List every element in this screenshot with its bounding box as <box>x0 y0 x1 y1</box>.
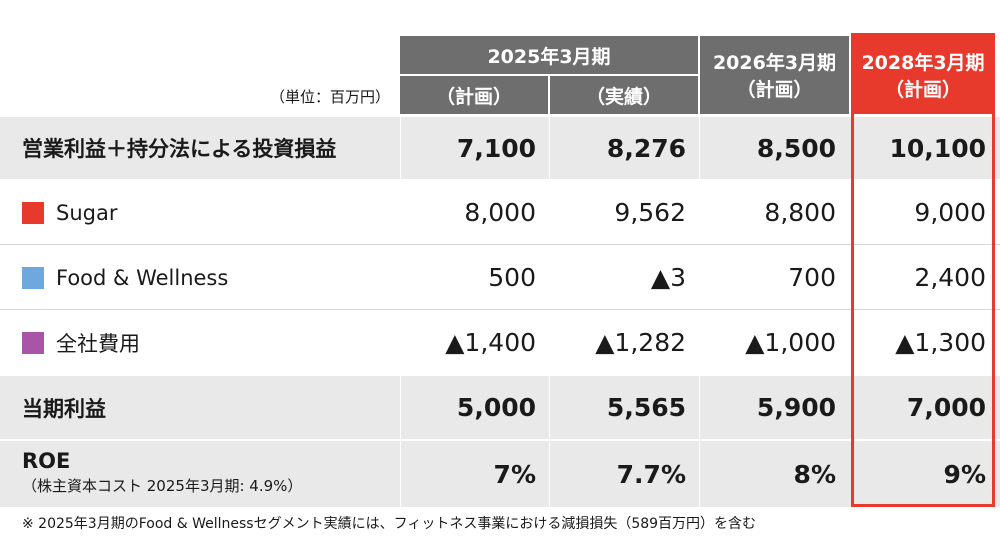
header-fy2028: 2028年3月期 （計画） <box>851 36 995 114</box>
table-row-sugar: Sugar 8,000 9,562 8,800 9,000 <box>0 181 1000 245</box>
cell-fy2026-plan: 8% <box>793 459 836 489</box>
cell-fy2025-plan: 8,000 <box>464 198 536 227</box>
cell-fy2026-plan: 8,800 <box>764 198 836 227</box>
cell-fy2025-plan: 7% <box>493 459 536 489</box>
table-row-operating-profit: 営業利益＋持分法による投資損益 7,100 8,276 8,500 10,100 <box>0 117 1000 179</box>
cell-fy2028-plan: 9% <box>943 459 986 489</box>
cost-of-equity-note: （株主資本コスト 2025年3月期: 4.9%） <box>22 477 303 495</box>
cell-fy2025-actual: ▲1,282 <box>595 328 686 357</box>
cell-fy2028-plan: 9,000 <box>914 198 986 227</box>
cell-fy2025-plan: ▲1,400 <box>445 328 536 357</box>
cell-fy2025-actual: 5,565 <box>606 393 686 422</box>
row-label: ROE <box>22 449 71 473</box>
cell-fy2026-plan: 8,500 <box>756 133 836 163</box>
cell-fy2028-plan: ▲1,300 <box>895 328 986 357</box>
cell-fy2028-plan: 7,000 <box>906 393 986 422</box>
row-label: 営業利益＋持分法による投資損益 <box>22 137 337 161</box>
sugar-color-swatch <box>22 201 44 224</box>
cell-fy2025-plan: 7,100 <box>456 133 536 163</box>
footnote: ※ 2025年3月期のFood & Wellnessセグメント実績には、フィット… <box>22 516 757 532</box>
row-label: Food & Wellness <box>56 265 229 290</box>
row-label: 当期利益 <box>22 396 106 421</box>
cell-fy2026-plan: 5,900 <box>756 393 836 422</box>
row-label: Sugar <box>56 200 118 225</box>
table-row-corporate-expenses: 全社費用 ▲1,400 ▲1,282 ▲1,000 ▲1,300 <box>0 311 1000 374</box>
corporate-expenses-color-swatch <box>22 331 44 354</box>
unit-label: （単位：百万円） <box>269 88 390 106</box>
table-row-roe: ROE （株主資本コスト 2025年3月期: 4.9%） 7% 7.7% 8% … <box>0 441 1000 507</box>
header-fy2026: 2026年3月期 （計画） <box>700 36 849 114</box>
cell-fy2025-plan: 5,000 <box>456 393 536 422</box>
cell-fy2025-actual: 9,562 <box>614 198 686 227</box>
cell-fy2025-actual: ▲3 <box>650 263 686 292</box>
row-label: 全社費用 <box>56 331 140 356</box>
food-wellness-color-swatch <box>22 266 44 289</box>
header-fy2025-plan: （計画） <box>400 76 548 114</box>
cell-fy2028-plan: 2,400 <box>914 263 986 292</box>
cell-fy2025-actual: 8,276 <box>606 133 686 163</box>
cell-fy2026-plan: 700 <box>788 263 836 292</box>
header-fy2025-actual: （実績） <box>550 76 698 114</box>
cell-fy2028-plan: 10,100 <box>889 133 986 163</box>
table-row-net-income: 当期利益 5,000 5,565 5,900 7,000 <box>0 376 1000 439</box>
header-fy2025: 2025年3月期 <box>400 36 698 74</box>
cell-fy2025-actual: 7.7% <box>616 459 686 489</box>
table-row-food-wellness: Food & Wellness 500 ▲3 700 2,400 <box>0 246 1000 310</box>
cell-fy2025-plan: 500 <box>488 263 536 292</box>
cell-fy2026-plan: ▲1,000 <box>745 328 836 357</box>
